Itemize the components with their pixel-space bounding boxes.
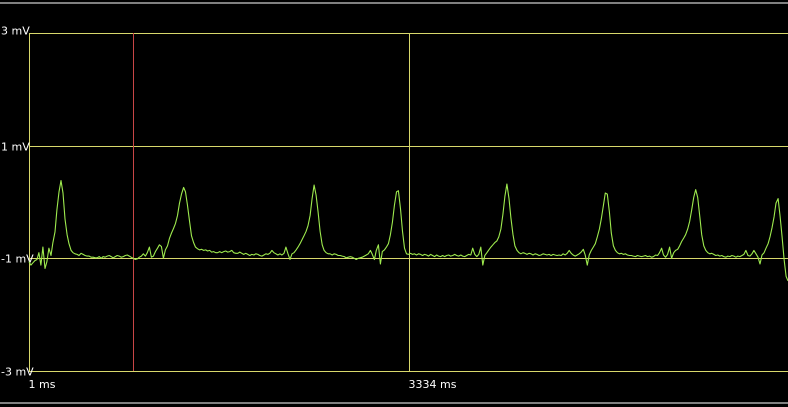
trace-layer bbox=[28, 180, 788, 282]
ecg-trace bbox=[28, 180, 788, 282]
grid bbox=[29, 33, 788, 372]
x-tick-label: 3334 ms bbox=[409, 378, 457, 391]
y-tick-label: -1 mV bbox=[1, 253, 34, 266]
tick-labels: 3 mV 1 mV -1 mV -3 mV1 ms 3334 ms bbox=[1, 25, 457, 392]
y-tick-label: 3 mV bbox=[1, 25, 30, 38]
y-tick-label: 1 mV bbox=[1, 141, 30, 154]
y-tick-label: -3 mV bbox=[1, 366, 34, 379]
x-tick-label: 1 ms bbox=[29, 378, 56, 391]
